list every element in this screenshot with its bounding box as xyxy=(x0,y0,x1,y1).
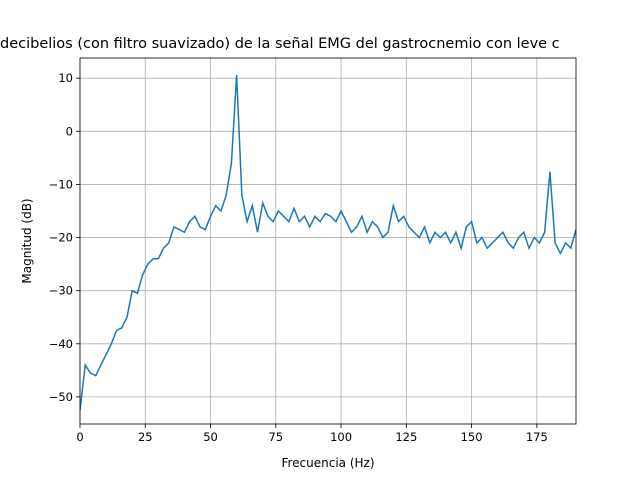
x-tick-label: 100 xyxy=(330,430,352,444)
x-tick-label: 150 xyxy=(461,430,483,444)
x-tick-label: 175 xyxy=(526,430,548,444)
x-tick-label: 25 xyxy=(138,430,153,444)
plot-frame xyxy=(79,57,577,425)
y-tick-label: −40 xyxy=(49,337,73,351)
y-tick-label: 10 xyxy=(58,71,73,85)
y-tick-label: −10 xyxy=(49,177,73,191)
data-line xyxy=(80,74,576,411)
x-tick-label: 125 xyxy=(395,430,417,444)
y-tick-label: −20 xyxy=(49,231,73,245)
y-tick-label: −30 xyxy=(49,284,73,298)
chart-title: decibelios (con filtro suavizado) de la … xyxy=(0,36,560,52)
y-tick-label: −50 xyxy=(49,390,73,404)
x-tick-label: 75 xyxy=(268,430,283,444)
y-axis-label: Magnitud (dB) xyxy=(20,198,34,283)
x-tick-label: 50 xyxy=(203,430,218,444)
x-tick-label: 0 xyxy=(76,430,83,444)
y-tick-label: 0 xyxy=(66,124,73,138)
x-axis-label: Frecuencia (Hz) xyxy=(281,456,374,470)
